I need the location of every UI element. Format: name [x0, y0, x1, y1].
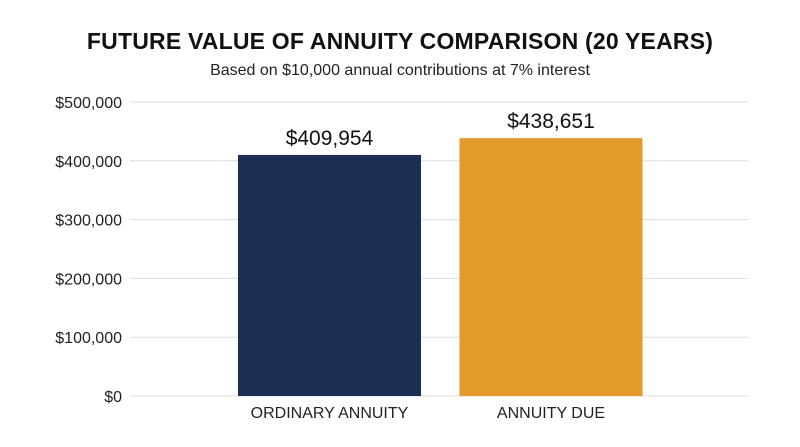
y-tick-label: $0 [104, 389, 122, 406]
y-axis-tick-labels: $0 $100,000 $200,000 $300,000 $400,000 $500,0… [55, 95, 122, 406]
bar-value-label: $438,651 [507, 110, 595, 133]
bar [238, 154, 421, 396]
y-tick-label: $400,000 [55, 154, 122, 171]
grid-lines [130, 101, 748, 397]
y-tick-label: $200,000 [55, 271, 122, 288]
chart-title: FUTURE VALUE OF ANNUITY COMPARISON (20 Y… [86, 28, 714, 54]
x-axis-category-labels: ORDINARY ANNUITY ANNUITY DUE [251, 405, 605, 422]
chart-subtitle: Based on $10,000 annual contributions at… [210, 62, 590, 79]
y-tick-label: $500,000 [55, 95, 122, 112]
y-tick-label: $300,000 [55, 213, 122, 230]
x-category-label: ANNUITY DUE [497, 405, 605, 422]
bar-value-labels: $409,954 $438,651 [286, 110, 595, 150]
x-category-label: ORDINARY ANNUITY [251, 405, 409, 422]
bar-value-label: $409,954 [286, 127, 374, 150]
bar [459, 138, 643, 396]
y-tick-label: $100,000 [55, 330, 122, 347]
bars [238, 138, 643, 396]
